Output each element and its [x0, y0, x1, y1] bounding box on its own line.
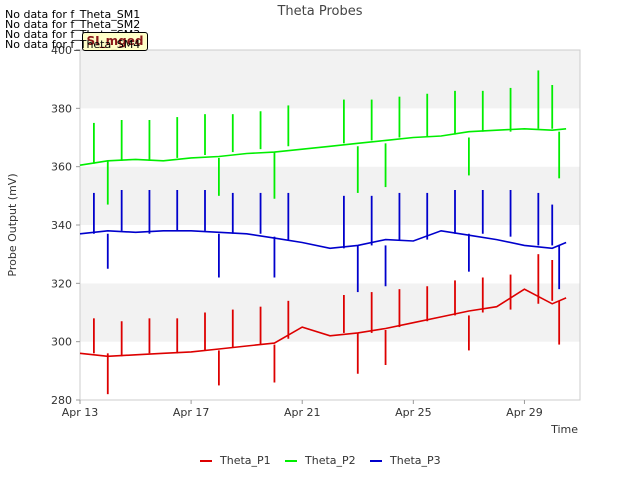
si-mged-badge: SI_mged [82, 32, 148, 51]
legend: Theta_P1 Theta_P2 Theta_P3 [0, 453, 640, 469]
x-tick-label: Apr 21 [284, 406, 321, 419]
legend-item-theta-p3: Theta_P3 [370, 453, 441, 469]
spike-layer [92, 70, 561, 395]
y-tick-label: 280 [51, 394, 72, 407]
legend-item-theta-p1: Theta_P1 [200, 453, 271, 469]
no-data-message-sm3: No data for f_Theta_SM3 [5, 28, 141, 41]
y-tick-label: 380 [51, 102, 72, 115]
legend-swatch-theta-p2 [285, 460, 297, 462]
legend-swatch-theta-p1 [200, 460, 212, 462]
x-axis-label: Time [550, 423, 578, 436]
legend-swatch-theta-p3 [370, 460, 382, 462]
legend-label-theta-p1: Theta_P1 [220, 454, 271, 467]
x-axis-ticks: Apr 13 Apr 17 Apr 21 Apr 25 Apr 29 [62, 400, 543, 419]
y-tick-label: 340 [51, 219, 72, 232]
legend-label-theta-p3: Theta_P3 [390, 454, 441, 467]
legend-item-theta-p2: Theta_P2 [285, 453, 356, 469]
grid-band [80, 341, 580, 400]
no-data-message-sm1: No data for f_Theta_SM1 [5, 8, 141, 21]
series-line-theta-p1 [79, 288, 567, 358]
y-tick-label: 360 [51, 161, 72, 174]
series-line-theta-p3 [79, 229, 567, 250]
grid-band [80, 50, 580, 109]
x-tick-label: Apr 25 [395, 406, 432, 419]
series-line-theta-p2 [79, 127, 567, 166]
grid-band [80, 108, 580, 167]
legend-label-theta-p2: Theta_P2 [305, 454, 356, 467]
grid-bands [80, 50, 580, 400]
grid-band [80, 225, 580, 284]
no-data-message-sm4: No data for f_Theta_SM4 [5, 38, 141, 51]
grid-band [80, 283, 580, 342]
no-data-message-sm2: No data for f_Theta_SM2 [5, 18, 141, 31]
chart-title: Theta Probes [276, 4, 362, 19]
y-tick-label: 400 [51, 44, 72, 57]
y-axis-label: Probe Output (mV) [6, 173, 19, 276]
y-tick-label: 320 [51, 277, 72, 290]
x-tick-label: Apr 17 [173, 406, 210, 419]
y-axis-ticks: 280 300 320 340 360 380 400 [51, 44, 80, 407]
y-tick-label: 300 [51, 336, 72, 349]
x-tick-label: Apr 29 [506, 406, 543, 419]
series-layer [79, 127, 567, 358]
x-tick-label: Apr 13 [62, 406, 99, 419]
grid-band [80, 166, 580, 225]
